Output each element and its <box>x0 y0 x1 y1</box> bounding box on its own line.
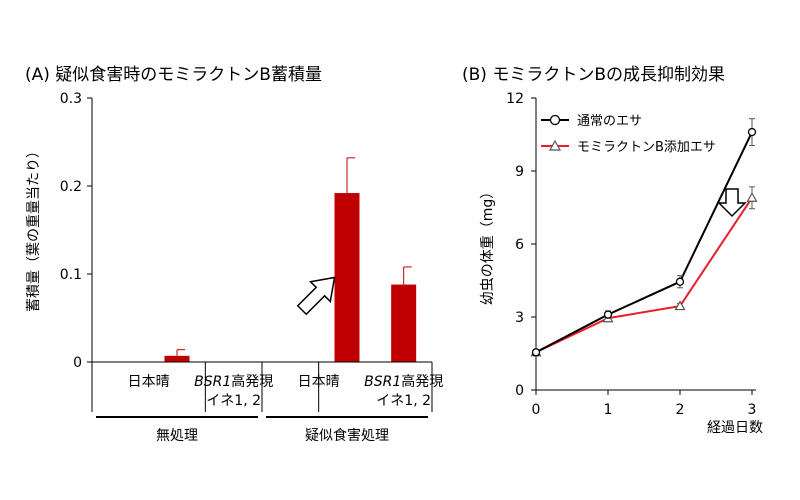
legend-marker <box>548 139 562 151</box>
bar <box>164 355 190 362</box>
category-label-rest: 高発現 <box>401 373 443 390</box>
category-label: BSR1高発現 <box>364 373 443 390</box>
x-tick-label: 3 <box>748 402 757 418</box>
data-point <box>531 348 541 357</box>
arrow-shape <box>717 188 747 218</box>
y-tick-label: 0 <box>515 383 524 399</box>
category-label-line2: イネ1, 2 <box>376 393 431 409</box>
bar <box>391 284 417 362</box>
legend-label: 通常のエサ <box>577 114 642 129</box>
y-tick-label: 6 <box>515 237 524 253</box>
category-gene-name: BSR1 <box>194 374 231 390</box>
chart-b-x-axis-label: 経過日数 <box>707 420 763 436</box>
arrow-shape <box>296 276 336 316</box>
legend-label: モミラクトンB添加エサ <box>577 140 716 155</box>
x-tick-label: 1 <box>604 402 613 418</box>
category-label: 日本晴 <box>128 374 170 390</box>
y-tick-label: 12 <box>506 91 524 107</box>
y-tick-label: 0.2 <box>60 179 82 195</box>
data-point <box>603 310 613 319</box>
y-tick-label: 9 <box>515 164 524 180</box>
data-point <box>747 127 757 137</box>
x-tick-label: 0 <box>532 402 541 418</box>
group-label: 疑似食害処理 <box>305 427 389 444</box>
y-tick-label: 0.1 <box>60 267 82 283</box>
category-label: 日本晴 <box>298 374 340 390</box>
chart-b-title: (B) モミラクトンBの成長抑制効果 <box>462 65 725 85</box>
chart-a-title: (A) 疑似食害時のモミラクトンB蓄積量 <box>25 65 322 85</box>
y-tick-label: 0 <box>73 355 82 371</box>
data-point <box>746 192 758 202</box>
group-label: 無処理 <box>156 428 198 444</box>
series-line <box>535 197 753 354</box>
chart-a-y-axis-label: 蓄積量（葉の重量当たり） <box>26 144 42 312</box>
y-tick-label: 3 <box>515 310 524 326</box>
category-label-rest: 高発現 <box>231 373 273 390</box>
x-tick-label: 2 <box>676 402 685 418</box>
chart-b-y-axis-label: 幼虫の体重（mg） <box>480 185 496 306</box>
data-point <box>675 277 685 286</box>
category-gene-name: BSR1 <box>364 374 401 390</box>
y-tick-label: 0.3 <box>60 91 82 107</box>
data-point <box>674 300 686 311</box>
category-label: BSR1高発現 <box>194 373 273 390</box>
series-line <box>535 131 753 354</box>
increase-arrow-icon <box>296 276 336 316</box>
decrease-arrow-icon <box>717 188 747 218</box>
legend-marker <box>549 114 561 126</box>
category-label-line2: イネ1, 2 <box>206 393 261 409</box>
bar <box>334 193 360 362</box>
